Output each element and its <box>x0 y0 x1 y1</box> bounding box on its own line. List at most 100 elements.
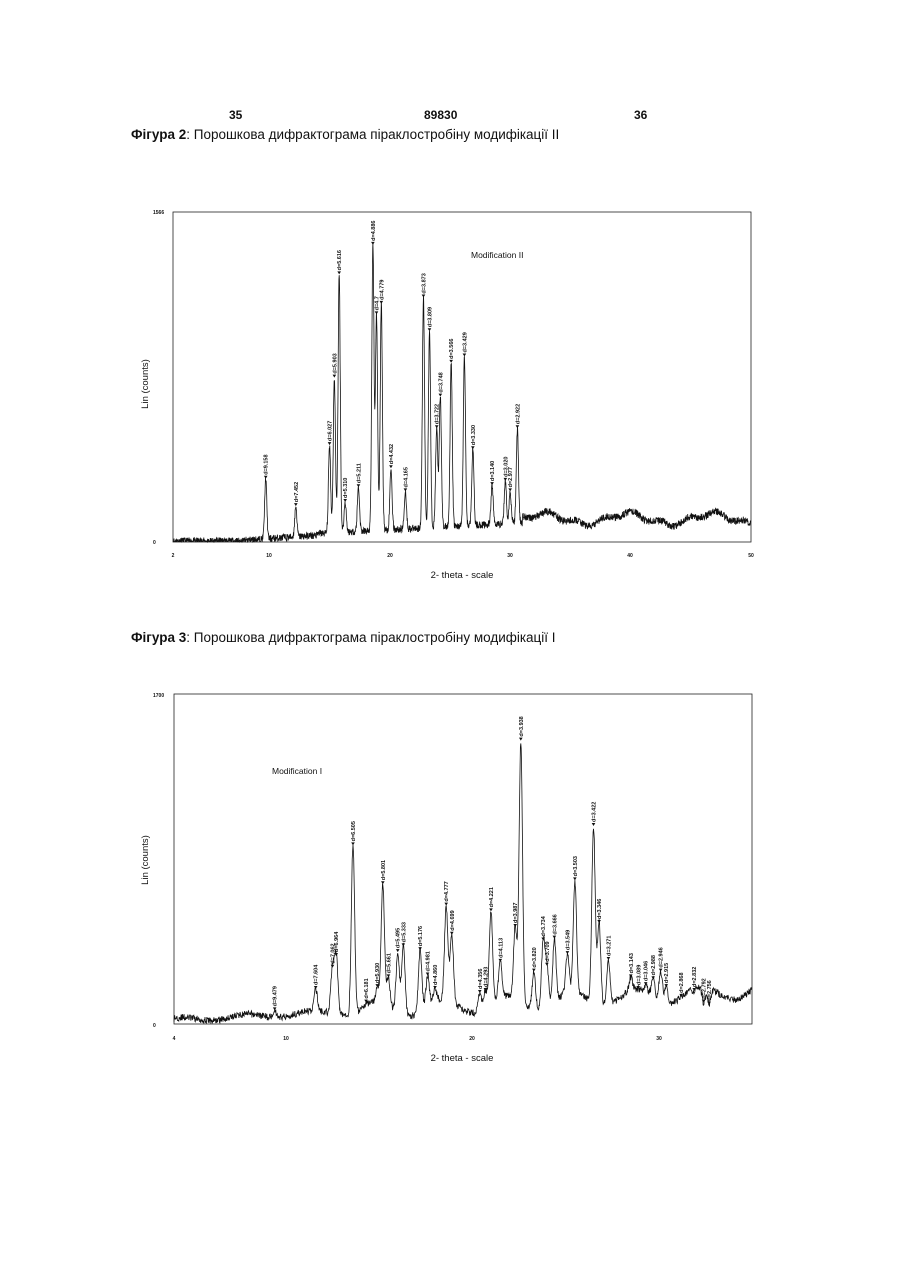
peak-marker <box>707 1002 711 1005</box>
peak-marker <box>498 959 502 962</box>
x-tick: 10 <box>283 1036 289 1042</box>
peak-marker <box>471 446 475 449</box>
peak-marker <box>659 969 663 972</box>
peak-label: d=3.809 <box>427 307 433 327</box>
peak-marker <box>478 990 482 993</box>
peak-label: d=3.020 <box>503 457 509 477</box>
peak-marker <box>566 951 570 954</box>
peak-marker <box>484 988 488 991</box>
peak-marker <box>450 932 454 935</box>
peak-marker <box>375 984 379 987</box>
peak-label: d=7.062 <box>330 943 336 963</box>
peak-label: d=3.089 <box>636 965 642 985</box>
x-tick: 20 <box>469 1036 475 1042</box>
peak-label: d=2.915 <box>664 963 670 983</box>
y-tick-zero: 0 <box>153 540 156 546</box>
peak-label: d=7.452 <box>294 482 300 502</box>
peak-marker <box>337 271 341 274</box>
peak-label: d=2.922 <box>515 404 521 424</box>
peak-label: d=3.820 <box>532 947 538 967</box>
y-tick-max: 1700 <box>153 693 164 699</box>
peak-label: d=6.964 <box>334 931 340 952</box>
peak-label: d=4.7 <box>375 296 381 310</box>
peak-marker <box>607 957 611 960</box>
modification-annotation: Modification II <box>471 250 523 260</box>
peak-label: d=3.549 <box>565 930 571 950</box>
peak-label: d=3.873 <box>421 273 427 293</box>
peak-marker <box>545 963 549 966</box>
peak-marker <box>629 974 633 977</box>
peak-label: d=3.748 <box>438 372 444 392</box>
peak-marker <box>314 986 318 989</box>
figure3-label: Фігура 3 <box>131 630 186 645</box>
peak-marker <box>449 360 453 363</box>
peak-marker <box>294 503 298 506</box>
peak-label: d=2.977 <box>508 467 514 487</box>
peak-marker <box>343 499 347 502</box>
peak-label: d=9.158 <box>264 454 270 474</box>
figure3-caption: Фігура 3: Порошкова дифрактограма піракл… <box>131 630 556 645</box>
peak-marker <box>573 877 577 880</box>
peak-marker <box>433 986 437 989</box>
diffractogram-trace <box>173 243 751 542</box>
peak-label: d=9.479 <box>273 986 279 1006</box>
peak-label: d=4.777 <box>444 881 450 901</box>
y-axis-label: Lin (counts) <box>140 359 151 409</box>
figure3-caption-text: : Порошкова дифрактограма піраклостробін… <box>186 630 555 645</box>
peak-label: d=2.756 <box>707 980 713 1000</box>
page-number-right: 36 <box>634 108 647 122</box>
peak-label: d=3.346 <box>597 899 603 919</box>
peak-label: d=5.310 <box>343 478 349 498</box>
peak-label: d=3.987 <box>513 903 519 923</box>
x-tick: 20 <box>387 553 393 559</box>
peak-marker <box>519 738 523 741</box>
peak-label: d=3.666 <box>552 914 558 934</box>
peak-marker <box>418 947 422 950</box>
peak-label: d=5.495 <box>396 928 402 948</box>
peak-marker <box>679 994 683 997</box>
peak-marker <box>513 924 517 927</box>
peak-label: d=5.333 <box>401 922 407 942</box>
peak-marker <box>328 442 332 445</box>
peak-label: d=3.046 <box>644 961 650 981</box>
peak-label: d=5.930 <box>375 963 381 983</box>
peak-label: d=2.832 <box>692 967 698 987</box>
peak-marker <box>692 988 696 991</box>
peak-marker <box>702 1000 706 1003</box>
peak-marker <box>463 354 467 357</box>
peak-marker <box>644 982 648 985</box>
peak-marker <box>351 842 355 845</box>
peak-label: d=4.860 <box>433 965 439 985</box>
peak-marker <box>422 295 426 298</box>
peak-label: d=3.709 <box>545 941 551 961</box>
peak-marker <box>331 965 335 968</box>
peak-marker <box>334 953 338 956</box>
peak-marker <box>387 974 391 977</box>
x-axis-label: 2- theta - scale <box>431 570 494 581</box>
peak-marker <box>444 903 448 906</box>
peak-label: d=3.140 <box>490 461 496 481</box>
peak-label: d=4.221 <box>489 887 495 907</box>
peak-label: d=5.176 <box>418 926 424 946</box>
peak-marker <box>489 908 493 911</box>
peak-label: d=3.143 <box>629 953 635 973</box>
peak-marker <box>435 425 439 428</box>
peak-marker <box>426 972 430 975</box>
peak-label: d=6.505 <box>351 821 357 841</box>
x-tick: 2 <box>172 553 175 559</box>
x-tick: 30 <box>507 553 513 559</box>
peak-label: d=5.661 <box>386 953 392 973</box>
peak-label: d=3.422 <box>592 802 598 822</box>
peak-label: d=2.868 <box>679 972 685 992</box>
figure2-caption: Фігура 2: Порошкова дифрактограма піракл… <box>131 127 559 142</box>
peak-label: d=4.113 <box>498 938 504 958</box>
peak-marker <box>381 881 385 884</box>
peak-label: d=4.165 <box>403 467 409 487</box>
peak-marker <box>264 476 268 479</box>
page-number-left: 35 <box>229 108 242 122</box>
peak-marker <box>439 394 443 397</box>
peak-marker <box>375 311 379 314</box>
x-tick-labels: 2 10 20 30 40 50 <box>172 553 754 559</box>
peak-label: d=5.801 <box>381 860 387 880</box>
plot-frame <box>174 694 752 1024</box>
